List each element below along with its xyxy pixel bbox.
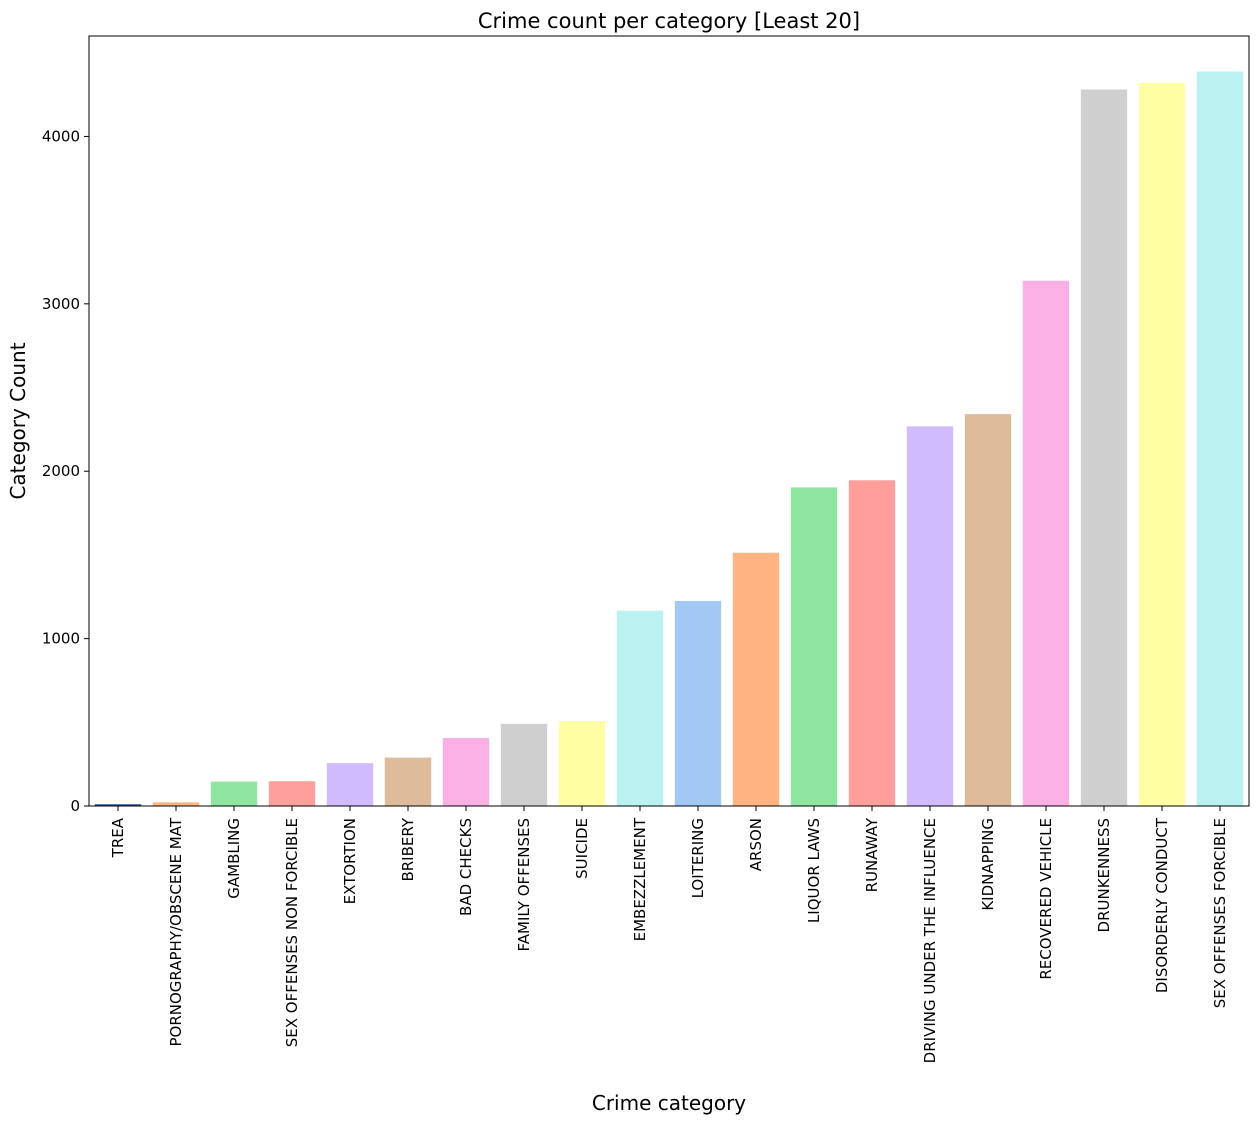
x-tick-label-19: SEX OFFENSES FORCIBLE — [1211, 818, 1229, 1008]
x-tick-label-15: KIDNAPPING — [979, 818, 997, 911]
bar-9 — [616, 610, 664, 806]
x-tick-label-17: DRUNKENNESS — [1095, 818, 1113, 932]
x-tick-label-11: ARSON — [747, 818, 765, 871]
y-tick-label-4: 4000 — [42, 127, 80, 145]
bar-13 — [848, 480, 896, 806]
x-tick-label-0: TREA — [109, 817, 127, 858]
x-axis-ticks: TREA PORNOGRAPHY/OBSCENE MAT GAMBLING SEX O… — [109, 806, 1229, 1063]
bar-14 — [906, 426, 954, 806]
bar-8 — [558, 720, 606, 806]
bar-16 — [1022, 280, 1070, 807]
chart-title: Crime count per category [Least 20] — [478, 9, 860, 33]
bar-10 — [674, 600, 722, 806]
x-tick-label-9: EMBEZZLEMENT — [631, 817, 649, 941]
y-tick-label-1: 1000 — [42, 630, 80, 648]
y-axis-ticks: 0 1000 2000 3000 4000 — [42, 127, 89, 815]
bar-4 — [326, 763, 374, 806]
bar-17 — [1080, 89, 1128, 806]
x-tick-label-7: FAMILY OFFENSES — [515, 818, 533, 951]
bar-1 — [152, 802, 200, 806]
y-tick-label-0: 0 — [70, 797, 80, 815]
x-tick-label-13: RUNAWAY — [863, 817, 881, 892]
x-tick-label-12: LIQUOR LAWS — [805, 818, 823, 923]
x-tick-label-10: LOITERING — [689, 818, 707, 898]
x-tick-label-1: PORNOGRAPHY/OBSCENE MAT — [167, 817, 185, 1046]
x-tick-label-5: BRIBERY — [399, 817, 417, 881]
bar-2 — [210, 781, 258, 806]
bars-layer — [94, 71, 1244, 807]
bar-18 — [1138, 82, 1186, 807]
bar-5 — [384, 757, 432, 806]
plot-frame — [88, 35, 1250, 807]
y-axis-title: Category Count — [6, 342, 30, 499]
y-tick-label-2: 2000 — [42, 462, 80, 480]
x-axis-title: Crime category — [592, 1091, 746, 1115]
bar-15 — [964, 414, 1012, 806]
x-tick-label-18: DISORDERLY CONDUCT — [1153, 817, 1171, 993]
x-tick-label-4: EXTORTION — [341, 818, 359, 904]
x-tick-label-6: BAD CHECKS — [457, 818, 475, 916]
x-tick-label-14: DRIVING UNDER THE INFLUENCE — [921, 818, 939, 1063]
x-tick-label-16: RECOVERED VEHICLE — [1037, 818, 1055, 980]
x-tick-label-8: SUICIDE — [573, 818, 591, 879]
bar-12 — [790, 487, 838, 806]
bar-3 — [268, 781, 316, 806]
x-tick-label-3: SEX OFFENSES NON FORCIBLE — [283, 818, 301, 1047]
bar-7 — [500, 723, 548, 806]
bar-6 — [442, 738, 490, 806]
bar-19 — [1196, 71, 1244, 807]
bar-11 — [732, 552, 780, 806]
y-tick-label-3: 3000 — [42, 295, 80, 313]
x-tick-label-2: GAMBLING — [225, 818, 243, 899]
